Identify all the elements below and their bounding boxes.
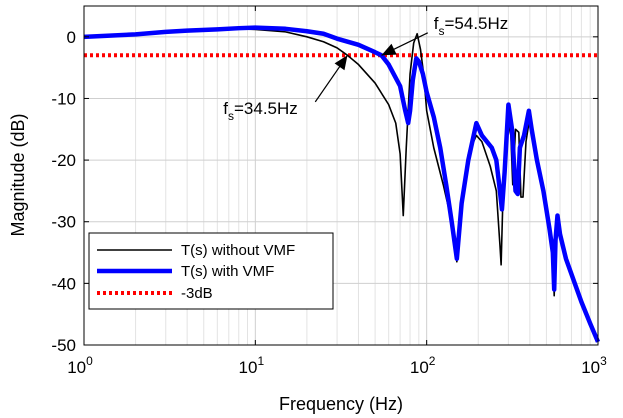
x-tick-label: 103 [581, 354, 607, 377]
annotations: fs=54.5Hz fs=34.5Hz [223, 14, 508, 123]
legend-label-without-vmf: T(s) without VMF [181, 242, 295, 259]
y-axis-label: Magnitude (dB) [8, 113, 28, 236]
annotation-label: fs=34.5Hz [223, 99, 298, 123]
y-tick-label: 0 [67, 28, 76, 47]
x-tick-label: 100 [67, 354, 93, 377]
legend-label-minus-3db: -3dB [181, 285, 213, 302]
annotation-label: fs=54.5Hz [434, 14, 509, 38]
series-group [83, 25, 601, 343]
series-line-1 [83, 25, 601, 343]
legend: T(s) without VMF T(s) with VMF -3dB [88, 232, 334, 310]
annotation-arrowhead [381, 43, 397, 56]
x-axis-label: Frequency (Hz) [279, 394, 403, 414]
y-tick-label: -40 [51, 274, 76, 293]
plot-frame [83, 5, 599, 346]
y-tick-label: -50 [51, 336, 76, 355]
annotation-arrowhead [334, 55, 348, 71]
y-tick-label: -30 [51, 213, 76, 232]
y-tick-label: -10 [51, 89, 76, 108]
legend-label-with-vmf: T(s) with VMF [181, 263, 274, 280]
x-tick-label: 101 [239, 354, 265, 377]
grid [84, 6, 598, 346]
y-tick-label: -20 [51, 151, 76, 170]
x-tick-label: 102 [410, 354, 436, 377]
